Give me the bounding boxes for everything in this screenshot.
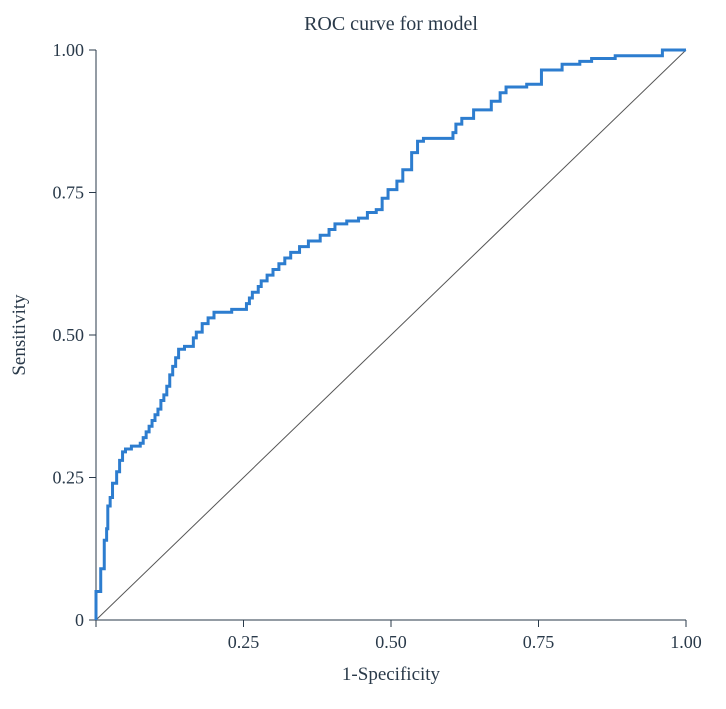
y-tick-label: 0 [75,610,84,630]
y-tick-label: 0.50 [53,325,85,345]
chart-bg [0,0,726,709]
chart-title: ROC curve for model [304,13,478,35]
x-tick-label: 0.25 [228,632,260,652]
x-tick-label: 0.50 [375,632,407,652]
y-tick-label: 0.25 [53,468,85,488]
y-tick-label: 0.75 [53,183,85,203]
y-tick-label: 1.00 [53,40,85,60]
roc-chart: ROC curve for model 0.25 0.50 0.75 1.00 0 0.25… [0,0,726,709]
x-tick-label: 0.75 [523,632,555,652]
x-tick-label: 1.00 [670,632,702,652]
x-axis-label: 1-Specificity [342,664,441,685]
y-axis-label: Sensitivity [9,294,30,376]
